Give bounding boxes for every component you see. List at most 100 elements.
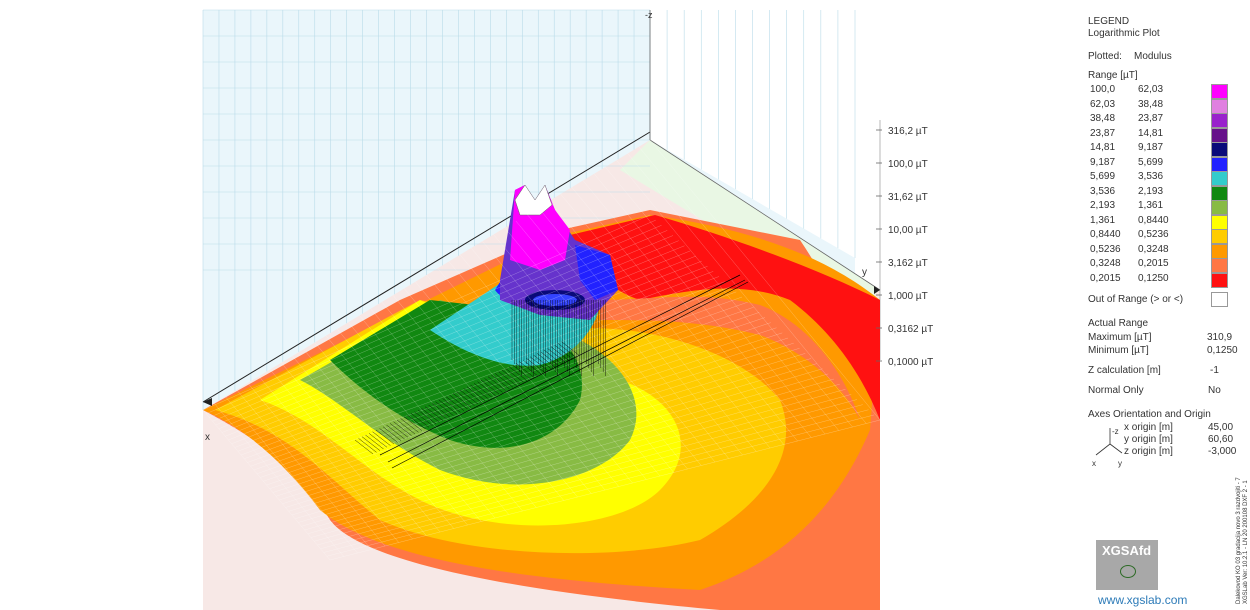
range-row: 38,48 23,87 [1088, 113, 1248, 128]
range-from: 3,536 [1090, 185, 1116, 197]
band-0-2015 [570, 215, 880, 420]
range-row: 23,87 14,81 [1088, 127, 1248, 143]
side-text-2: XGSLab Ver: 10.2.1 - LN 20 200108 DXF 2 … [1243, 480, 1249, 604]
surface-mesh [202, 139, 881, 561]
website-link[interactable]: www.xgslab.com [1098, 593, 1188, 607]
range-swatch [1211, 229, 1228, 244]
range-from: 62,03 [1090, 98, 1116, 110]
svg-text:x: x [1092, 459, 1096, 468]
range-to: 0,3248 [1138, 243, 1169, 255]
range-from: 14,81 [1090, 142, 1116, 153]
range-swatch [1211, 142, 1228, 157]
x-axis-line [202, 131, 651, 403]
range-row: 0,2015 0,1250 [1088, 272, 1248, 288]
axes-orientation-icon: -z x y [1092, 427, 1123, 468]
range-row: 5,699 3,536 [1088, 171, 1248, 186]
range-row: 3,536 2,193 [1088, 185, 1248, 201]
range-to: 23,87 [1138, 113, 1164, 124]
range-from: 5,699 [1090, 171, 1116, 182]
legend-title: LEGEND [1088, 16, 1130, 27]
range-to: 62,03 [1138, 84, 1164, 95]
range-from: 0,3248 [1090, 258, 1121, 269]
z-tick-label: 3,162 µT [888, 258, 928, 269]
conductor-3 [391, 281, 749, 469]
range-header: Range [µT] [1088, 70, 1138, 81]
range-from: 1,361 [1090, 214, 1116, 226]
range-swatch [1211, 185, 1228, 201]
legend-panel: LEGEND Logarithmic Plot Plotted: Modulus… [1088, 14, 1250, 610]
zcalc-label: Z calculation [m] [1088, 365, 1161, 376]
x-origin-label: x origin [m] [1124, 422, 1173, 433]
legend-subtitle: Logarithmic Plot [1088, 28, 1160, 39]
range-from: 9,187 [1090, 156, 1116, 168]
normal-only-label: Normal Only [1088, 385, 1144, 396]
range-swatch [1211, 258, 1228, 273]
maximum-label: Maximum [µT] [1088, 332, 1152, 343]
conductor-2 [387, 279, 746, 463]
peak-right-blue [575, 245, 618, 300]
zcalc-value: -1 [1210, 365, 1219, 376]
range-to: 2,193 [1138, 185, 1164, 197]
range-from: 2,193 [1090, 200, 1116, 211]
range-row: 100,0 62,03 [1088, 84, 1248, 99]
range-swatch [1211, 127, 1228, 143]
range-row: 62,03 38,48 [1088, 98, 1248, 114]
range-from: 0,2015 [1090, 272, 1121, 284]
peak-white [514, 184, 553, 216]
plotted-value: Modulus [1134, 51, 1172, 62]
range-from: 0,8440 [1090, 229, 1121, 240]
globe-icon [1120, 565, 1136, 578]
range-swatch [1211, 98, 1228, 114]
range-swatch [1211, 171, 1228, 186]
x-axis-label: x [205, 432, 210, 443]
range-to: 1,361 [1138, 200, 1164, 211]
z-tick-label: 10,00 µT [888, 225, 928, 236]
range-row: 1,361 0,8440 [1088, 214, 1248, 230]
z-axis-label: -z [645, 10, 653, 20]
maximum-value: 310,9 [1207, 332, 1233, 343]
z-tick-label: 1,000 µT [888, 291, 928, 302]
conductor-1 [379, 274, 741, 456]
minimum-value: 0,1250 [1207, 345, 1238, 356]
range-swatch [1211, 214, 1228, 230]
out-of-range-swatch [1211, 292, 1228, 307]
range-row: 9,187 5,699 [1088, 156, 1248, 172]
z-tick-label: 0,3162 µT [888, 324, 933, 335]
range-to: 38,48 [1138, 98, 1164, 110]
range-from: 38,48 [1090, 113, 1116, 124]
svg-text:y: y [1118, 459, 1122, 468]
range-to: 0,8440 [1138, 214, 1169, 226]
range-swatch [1211, 200, 1228, 215]
range-to: 3,536 [1138, 171, 1164, 182]
z-tick-label: 0,1000 µT [888, 357, 933, 368]
z-tick-label: 31,62 µT [888, 192, 928, 203]
x-axis-arrow-icon [203, 398, 212, 406]
svg-text:-z: -z [1112, 427, 1119, 436]
z-axis-ticks: 316,2 µT 100,0 µT 31,62 µT 10,00 µT 3,162 µT… [876, 126, 933, 368]
y-axis-label: y [862, 267, 867, 278]
range-to: 5,699 [1138, 156, 1164, 168]
wall-grid [202, 9, 856, 410]
field-surface [203, 184, 880, 610]
axes-title: Axes Orientation and Origin [1088, 409, 1211, 420]
out-of-range-label: Out of Range (> or <) [1088, 294, 1184, 305]
z-origin-label: z origin [m] [1124, 446, 1173, 457]
y-origin-value: 60,60 [1208, 434, 1234, 445]
logo-text: XGSAfd [1102, 543, 1152, 558]
range-from: 0,5236 [1090, 243, 1121, 255]
y-origin-label: y origin [m] [1124, 434, 1173, 445]
tower-pillars [511, 300, 606, 376]
range-row: 2,193 1,361 [1088, 200, 1248, 215]
plotted-label: Plotted: [1088, 51, 1122, 62]
band-right-0-3248 [600, 296, 860, 420]
z-origin-value: -3,000 [1208, 446, 1237, 457]
range-row: 14,81 9,187 [1088, 142, 1248, 157]
range-swatch [1211, 84, 1228, 99]
range-from: 23,87 [1090, 127, 1116, 139]
range-to: 0,2015 [1138, 258, 1169, 269]
actual-range-label: Actual Range [1088, 318, 1149, 329]
range-to: 14,81 [1138, 127, 1164, 139]
range-to: 0,5236 [1138, 229, 1169, 240]
y-axis-arrow-icon [874, 286, 880, 294]
y-axis-line [649, 139, 881, 291]
